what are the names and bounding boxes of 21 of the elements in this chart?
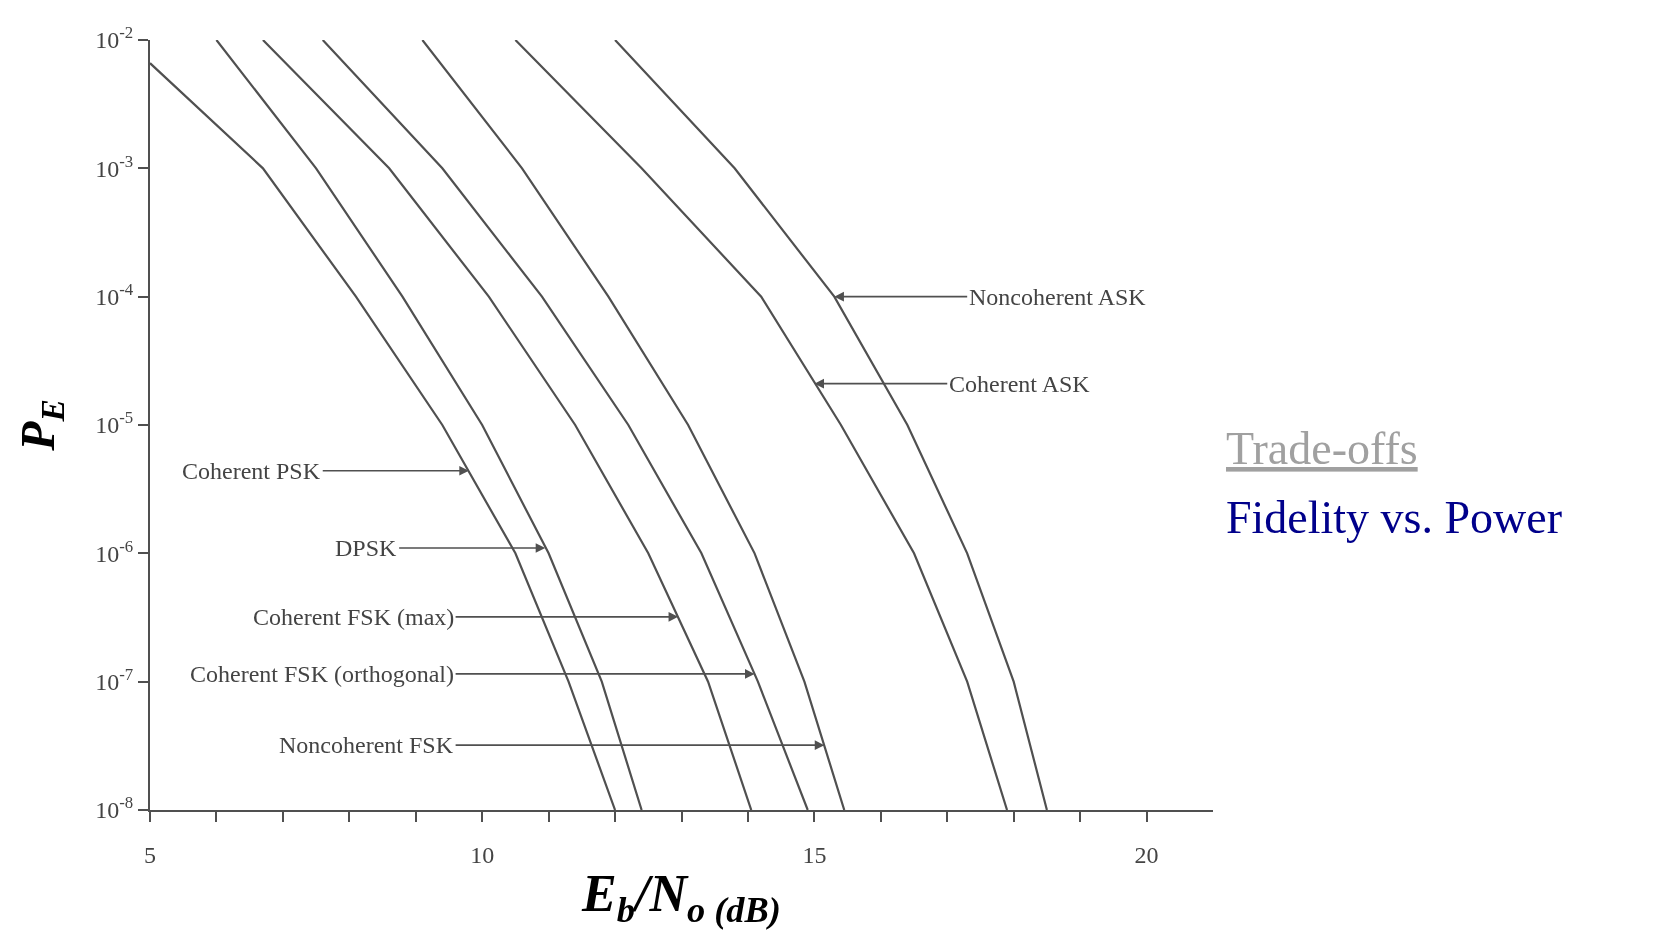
annotation: Coherent FSK (orthogonal) [190, 661, 454, 687]
y-tick-label: 10$^{-8}$ [95, 793, 134, 824]
text: Fidelity vs. Power [1226, 492, 1563, 543]
annotation: Coherent FSK (max) [253, 604, 455, 630]
annotation: Coherent PSK [182, 458, 321, 484]
y-tick-label: 10$^{-7}$ [95, 664, 134, 696]
y-tick-label: 10$^{-4}$ [95, 279, 134, 311]
annotation: DPSK [335, 535, 398, 561]
y-tick-label: 10$^{-5}$ [95, 408, 134, 439]
x-tick-label: 5 [144, 841, 156, 868]
x-tick-label: 20 [1134, 841, 1159, 868]
y-tick-label: 10$^{-6}$ [95, 536, 134, 567]
y-tick-label: 10$^{-2}$ [95, 23, 134, 54]
annotation: Noncoherent ASK [969, 284, 1147, 310]
text: Trade-offs [1226, 423, 1418, 474]
x-tick-label: 10 [470, 841, 495, 868]
annotation: Noncoherent FSK [279, 732, 454, 758]
x-tick-label: 15 [802, 841, 827, 868]
y-tick-label: 10$^{-3}$ [95, 151, 134, 182]
annotation: Coherent ASK [949, 371, 1091, 397]
x-axis-title: E$_{b}$/N$_{o (dB)}$ [581, 865, 781, 930]
